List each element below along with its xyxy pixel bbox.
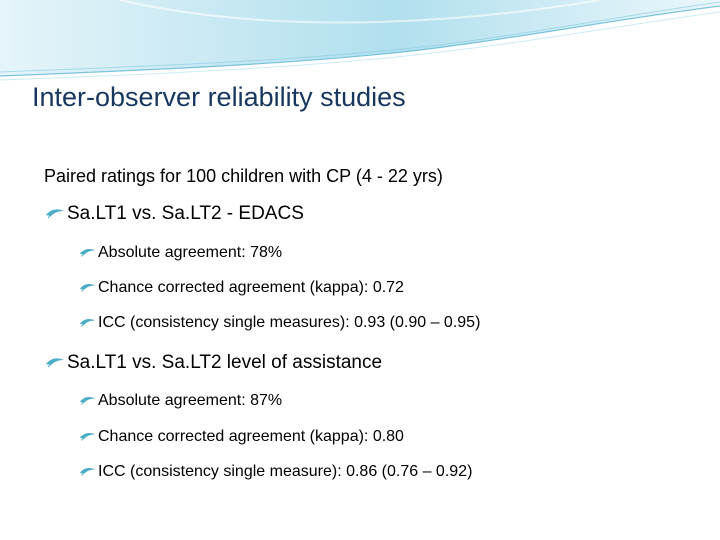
- list-item: ICC (consistency single measure): 0.86 (…: [79, 463, 472, 481]
- list-item: Chance corrected agreement (kappa): 0.80: [79, 428, 404, 446]
- feather-arrow-icon: [79, 317, 96, 329]
- feather-arrow-icon: [45, 356, 65, 370]
- list-item: Absolute agreement: 78%: [79, 244, 282, 262]
- feather-arrow-icon: [79, 247, 96, 259]
- header-wave-decoration: [0, 0, 720, 81]
- list-item-label: Absolute agreement: 78%: [98, 244, 283, 261]
- list-item-label: ICC (consistency single measures): 0.93 …: [98, 314, 481, 331]
- feather-arrow-icon: [79, 431, 96, 443]
- list-item-label: Chance corrected agreement (kappa): 0.80: [98, 428, 404, 445]
- feather-arrow-icon: [79, 282, 96, 294]
- section-heading: Sa.LT1 vs. Sa.LT2 level of assistance: [45, 352, 382, 374]
- intro-text: Paired ratings for 100 children with CP …: [44, 166, 443, 186]
- feather-arrow-icon: [45, 207, 65, 221]
- list-item: Absolute agreement: 87%: [79, 392, 282, 410]
- list-item-label: Chance corrected agreement (kappa): 0.72: [98, 279, 404, 296]
- list-item-label: ICC (consistency single measure): 0.86 (…: [98, 463, 473, 480]
- slide-title: Inter-observer reliability studies: [32, 82, 406, 112]
- section-heading: Sa.LT1 vs. Sa.LT2 - EDACS: [45, 203, 304, 225]
- section-heading-label: Sa.LT1 vs. Sa.LT2 level of assistance: [67, 352, 383, 373]
- list-item: Chance corrected agreement (kappa): 0.72: [79, 279, 404, 297]
- feather-arrow-icon: [79, 395, 96, 407]
- list-item-label: Absolute agreement: 87%: [98, 392, 283, 409]
- list-item: ICC (consistency single measures): 0.93 …: [79, 314, 480, 332]
- section-heading-label: Sa.LT1 vs. Sa.LT2 - EDACS: [67, 203, 304, 224]
- feather-arrow-icon: [79, 466, 96, 478]
